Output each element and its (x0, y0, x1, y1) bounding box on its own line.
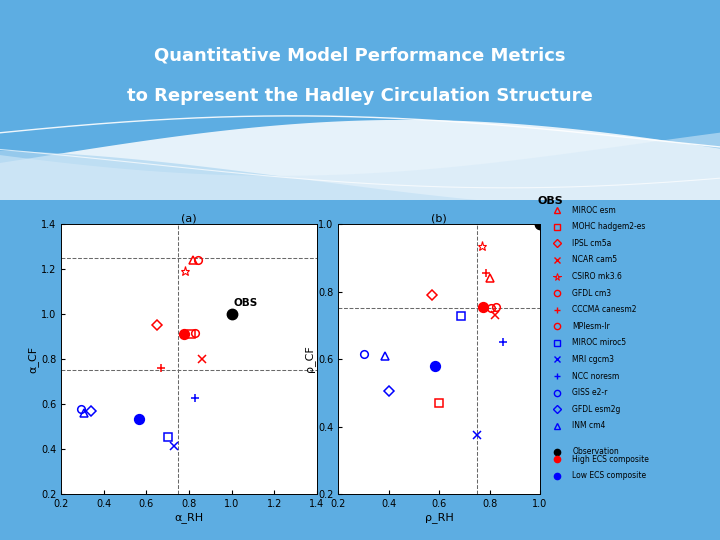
Y-axis label: α_CF: α_CF (27, 346, 38, 373)
Y-axis label: ρ_CF: ρ_CF (305, 346, 315, 373)
Text: GFDL esm2g: GFDL esm2g (572, 405, 621, 414)
Text: Observation: Observation (572, 447, 619, 456)
Text: MRI cgcm3: MRI cgcm3 (572, 355, 614, 364)
Text: NCC noresm: NCC noresm (572, 372, 620, 381)
Text: MOHC hadgem2-es: MOHC hadgem2-es (572, 222, 646, 231)
Text: to Represent the Hadley Circulation Structure: to Represent the Hadley Circulation Stru… (127, 87, 593, 105)
Text: Low ECS composite: Low ECS composite (572, 471, 647, 480)
Polygon shape (0, 120, 720, 210)
Text: High ECS composite: High ECS composite (572, 455, 649, 463)
Text: NCAR cam5: NCAR cam5 (572, 255, 618, 265)
Text: GISS e2-r: GISS e2-r (572, 388, 608, 397)
Text: Quantitative Model Performance Metrics: Quantitative Model Performance Metrics (154, 47, 566, 65)
X-axis label: α_RH: α_RH (174, 512, 204, 523)
Text: INM cm4: INM cm4 (572, 421, 606, 430)
Text: GFDL cm3: GFDL cm3 (572, 288, 611, 298)
Polygon shape (0, 151, 720, 210)
Text: MIROC esm: MIROC esm (572, 206, 616, 215)
Polygon shape (0, 133, 720, 210)
Text: IPSL cm5a: IPSL cm5a (572, 239, 612, 248)
X-axis label: ρ_RH: ρ_RH (425, 512, 454, 523)
Text: MIROC miroc5: MIROC miroc5 (572, 339, 626, 347)
Text: OBS: OBS (234, 298, 258, 308)
Title: (b): (b) (431, 213, 447, 224)
Text: MPIesm-lr: MPIesm-lr (572, 322, 610, 331)
Title: (a): (a) (181, 213, 197, 224)
Text: OBS: OBS (538, 196, 564, 206)
Text: CSIRO mk3.6: CSIRO mk3.6 (572, 272, 622, 281)
Text: CCCMA canesm2: CCCMA canesm2 (572, 305, 636, 314)
